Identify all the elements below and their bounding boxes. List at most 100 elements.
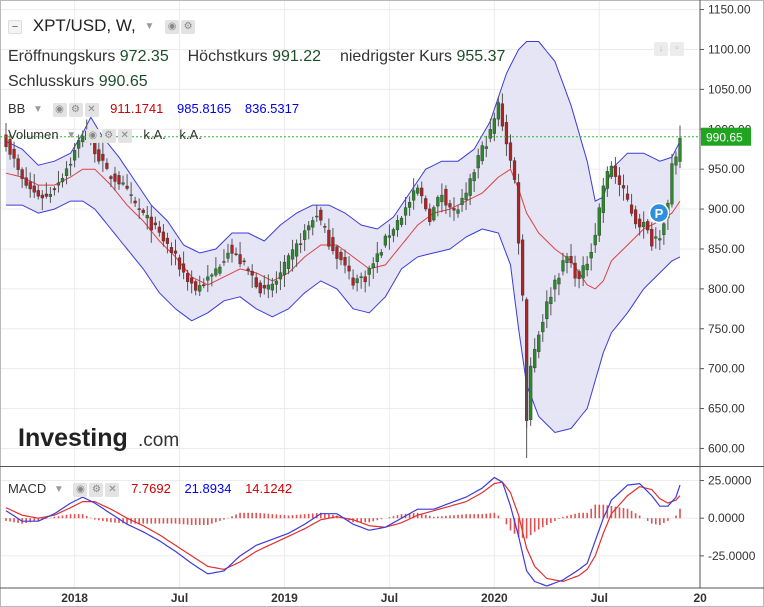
candle-down bbox=[512, 160, 517, 180]
candle-down bbox=[621, 185, 626, 189]
candle-down bbox=[424, 198, 428, 210]
candle-down bbox=[238, 254, 242, 265]
eye-icon[interactable]: ◉ bbox=[165, 19, 180, 34]
candle-down bbox=[44, 193, 48, 197]
macd-panel bbox=[5, 476, 681, 587]
bb-settings-icon[interactable]: ⚙ bbox=[68, 102, 83, 117]
price-tick-label: 700.00 bbox=[708, 362, 745, 376]
candle-down bbox=[323, 226, 327, 228]
event-marker-circle[interactable] bbox=[648, 202, 670, 224]
candle-up bbox=[303, 230, 307, 240]
candle-down bbox=[113, 173, 117, 182]
candle-down bbox=[262, 285, 266, 289]
candle-up bbox=[395, 220, 400, 231]
candle-down bbox=[24, 177, 28, 186]
macd-value-hist: 7.7692 bbox=[131, 481, 171, 496]
time-tick-label: 2020 bbox=[481, 591, 508, 605]
bollinger-lower-line bbox=[6, 200, 681, 434]
candle-down bbox=[520, 239, 525, 296]
candle-down bbox=[343, 257, 347, 266]
candle-up bbox=[480, 145, 484, 162]
event-marker[interactable]: P bbox=[648, 202, 670, 224]
candle-down bbox=[625, 193, 630, 200]
candles bbox=[4, 93, 682, 459]
candle-down bbox=[629, 204, 634, 214]
candle-up bbox=[359, 276, 363, 278]
candle-up bbox=[290, 249, 295, 260]
price-tick-label: 750.00 bbox=[708, 322, 745, 336]
bb-close-icon[interactable]: ✕ bbox=[84, 102, 99, 117]
candle-down bbox=[452, 208, 456, 211]
logo-suffix: .com bbox=[138, 430, 179, 451]
candle-down bbox=[444, 188, 448, 206]
volume-close-icon[interactable]: ✕ bbox=[117, 128, 132, 143]
price-tick-label: 900.00 bbox=[708, 202, 745, 216]
candle-down bbox=[569, 256, 573, 264]
bb-eye-icon[interactable]: ◉ bbox=[52, 102, 67, 117]
last-price-tag-label: 990.65 bbox=[706, 131, 743, 145]
candle-down bbox=[234, 253, 238, 255]
event-marker-letter: P bbox=[655, 206, 664, 221]
candle-up bbox=[537, 334, 541, 352]
candle-up bbox=[222, 261, 226, 263]
candle-up bbox=[371, 263, 375, 268]
maximize-icon[interactable]: ▫ bbox=[670, 41, 684, 56]
candle-down bbox=[101, 153, 105, 161]
candle-up bbox=[476, 155, 480, 169]
bb-value-lower: 836.5317 bbox=[244, 101, 300, 116]
macd-signal-line bbox=[5, 481, 681, 583]
move-down-icon[interactable]: ↓ bbox=[654, 41, 668, 56]
candle-up bbox=[472, 172, 476, 182]
candle-up bbox=[294, 243, 299, 257]
candle-down bbox=[347, 265, 351, 272]
settings-icon[interactable]: ⚙ bbox=[181, 19, 196, 34]
macd-settings-icon[interactable]: ⚙ bbox=[89, 482, 104, 497]
candle-up bbox=[64, 168, 69, 177]
candle-up bbox=[286, 255, 291, 269]
close-label: Schlusskurs bbox=[8, 73, 95, 90]
volume-value-2: k.A. bbox=[179, 127, 202, 142]
candle-up bbox=[609, 165, 614, 177]
candle-up bbox=[391, 229, 396, 236]
collapse-icon[interactable]: − bbox=[8, 19, 22, 34]
bb-value-upper: 985.8165 bbox=[177, 101, 232, 116]
candle-up bbox=[468, 178, 472, 196]
candle-up bbox=[658, 238, 662, 241]
candle-down bbox=[230, 244, 234, 254]
candle-up bbox=[266, 284, 270, 290]
candle-down bbox=[12, 148, 16, 159]
candle-up bbox=[68, 163, 73, 166]
candle-up bbox=[48, 194, 53, 197]
candle-down bbox=[137, 208, 141, 210]
symbol-dropdown-icon[interactable]: ▼ bbox=[144, 21, 155, 33]
candle-down bbox=[194, 281, 198, 291]
candle-up bbox=[597, 207, 601, 236]
macd-dropdown-icon[interactable]: ▼ bbox=[53, 484, 64, 496]
candle-up bbox=[593, 234, 597, 246]
bollinger-band-fill bbox=[6, 41, 680, 433]
bb-dropdown-icon[interactable]: ▼ bbox=[32, 104, 43, 116]
candle-down bbox=[335, 246, 339, 259]
candle-up bbox=[367, 268, 371, 275]
volume-eye-icon[interactable]: ◉ bbox=[85, 128, 100, 143]
candle-down bbox=[299, 243, 303, 245]
volume-settings-icon[interactable]: ⚙ bbox=[101, 128, 116, 143]
candle-down bbox=[327, 229, 331, 247]
candle-up bbox=[565, 256, 569, 263]
candle-down bbox=[254, 277, 258, 288]
candle-up bbox=[529, 365, 533, 420]
candle-up bbox=[274, 280, 279, 285]
macd-eye-icon[interactable]: ◉ bbox=[73, 482, 88, 497]
candle-down bbox=[32, 185, 36, 193]
price-tick-label: 800.00 bbox=[708, 282, 745, 296]
time-tick-label: Jul bbox=[381, 591, 398, 605]
volume-dropdown-icon[interactable]: ▼ bbox=[66, 130, 77, 142]
candle-up bbox=[72, 150, 77, 161]
candle-up bbox=[387, 235, 392, 238]
candle-up bbox=[496, 102, 500, 120]
candle-down bbox=[109, 176, 113, 179]
candle-down bbox=[448, 203, 452, 208]
macd-close-icon[interactable]: ✕ bbox=[105, 482, 120, 497]
close-value: 990.65 bbox=[98, 73, 148, 90]
